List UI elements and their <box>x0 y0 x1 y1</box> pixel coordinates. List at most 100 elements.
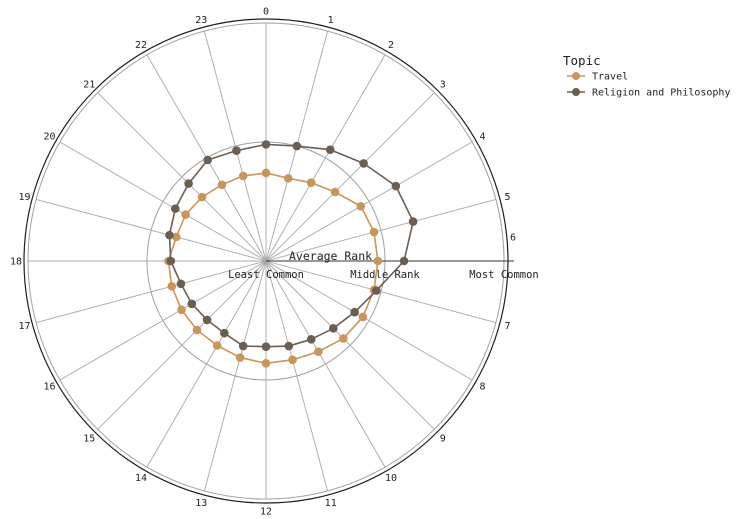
data-point <box>306 335 316 344</box>
angular-tick-label: 10 <box>385 473 397 484</box>
data-point <box>339 334 348 343</box>
data-point <box>283 173 293 183</box>
data-point <box>373 256 383 266</box>
data-point <box>235 353 245 362</box>
data-point <box>306 178 316 187</box>
data-point <box>350 307 359 317</box>
data-point <box>238 341 248 351</box>
data-point <box>284 341 294 351</box>
radial-axis: Least Common Middle Rank Most Common Averag… <box>228 249 539 281</box>
angular-tick-label: 13 <box>195 498 207 509</box>
angular-gridline <box>59 260 267 381</box>
data-point <box>232 146 241 155</box>
angular-tick-label: 7 <box>504 321 510 332</box>
data-point <box>165 230 174 240</box>
data-point <box>202 315 212 325</box>
data-point <box>197 192 207 202</box>
angular-tick-label: 8 <box>479 382 485 393</box>
angular-gridline <box>35 198 267 262</box>
data-point <box>171 204 180 213</box>
data-point <box>217 180 227 190</box>
angular-gridline <box>265 260 473 381</box>
data-point <box>329 324 338 333</box>
angular-tick-label: 20 <box>43 132 55 143</box>
angular-tick-label: 6 <box>510 233 516 244</box>
angular-gridline <box>97 260 267 430</box>
angular-tick-label: 0 <box>263 7 269 18</box>
legend-symbol-point <box>572 88 580 96</box>
angular-gridline <box>265 92 435 262</box>
angular-gridline <box>97 92 267 262</box>
polar-grid <box>23 18 509 504</box>
data-point <box>261 140 271 149</box>
legend-label: Religion and Philosophy <box>592 88 730 99</box>
angular-tick-label: 16 <box>43 382 55 393</box>
angular-tick-label: 14 <box>135 473 147 484</box>
angular-gridline <box>203 30 267 262</box>
legend: Topic Travel Religion and Philosophy <box>563 53 730 99</box>
data-point <box>359 159 368 168</box>
angular-tick-label: 3 <box>440 80 446 91</box>
legend-item-religion-and-philosophy: Religion and Philosophy <box>567 88 730 99</box>
data-point <box>177 305 186 315</box>
data-point <box>181 210 190 219</box>
angular-gridline <box>265 260 386 468</box>
data-point <box>261 168 271 178</box>
data-point <box>203 155 212 165</box>
data-point <box>399 256 409 266</box>
data-point <box>288 355 297 365</box>
angular-gridline <box>265 54 386 262</box>
radial-axis-title: Average Rank <box>289 249 372 263</box>
data-point <box>176 279 186 289</box>
data-point <box>172 232 181 242</box>
data-point <box>369 227 379 237</box>
data-point <box>314 347 323 356</box>
angular-gridline <box>146 260 267 468</box>
data-point <box>166 256 176 266</box>
angular-tick-label: 2 <box>388 40 394 51</box>
data-point <box>325 145 335 154</box>
angular-tick-label: 23 <box>195 15 207 26</box>
angular-gridline <box>265 198 497 262</box>
legend-title: Topic <box>563 53 601 68</box>
angular-tick-label: 12 <box>260 507 272 518</box>
data-point <box>187 299 197 309</box>
angular-tick-label: 11 <box>325 498 337 509</box>
angular-tick-label: 5 <box>504 192 510 203</box>
angular-gridline <box>203 260 267 492</box>
radial-tick-label: Middle Rank <box>350 269 420 281</box>
data-point <box>192 325 202 335</box>
angular-tick-label: 4 <box>479 132 485 143</box>
data-point <box>167 281 177 291</box>
data-point <box>408 217 418 226</box>
angular-tick-label: 9 <box>440 433 446 444</box>
angular-gridline <box>265 260 435 430</box>
data-point <box>220 328 229 338</box>
data-point <box>261 359 271 368</box>
angular-tick-label: 19 <box>18 192 30 203</box>
legend-symbol-point <box>572 72 580 80</box>
angular-tick-label: 22 <box>135 40 147 51</box>
angular-tick-label: 21 <box>83 80 95 91</box>
data-point <box>292 141 302 151</box>
data-point <box>212 341 222 350</box>
data-point <box>184 179 193 188</box>
angular-gridline <box>265 141 473 262</box>
data-point <box>261 342 271 351</box>
angular-tick-label: 1 <box>328 15 334 26</box>
angular-tick-label: 15 <box>83 433 95 444</box>
series-religion-and-philosophy <box>165 140 418 351</box>
data-point <box>391 181 401 191</box>
radial-tick-label: Least Common <box>228 269 304 281</box>
data-point <box>356 201 366 211</box>
angular-gridline <box>265 260 497 324</box>
series-layer <box>164 140 418 368</box>
data-point <box>330 187 340 197</box>
angular-gridline <box>265 260 329 492</box>
angular-tick-label: 17 <box>18 321 30 332</box>
legend-label: Travel <box>592 72 628 83</box>
angular-gridline <box>59 141 267 262</box>
data-point <box>358 312 368 322</box>
